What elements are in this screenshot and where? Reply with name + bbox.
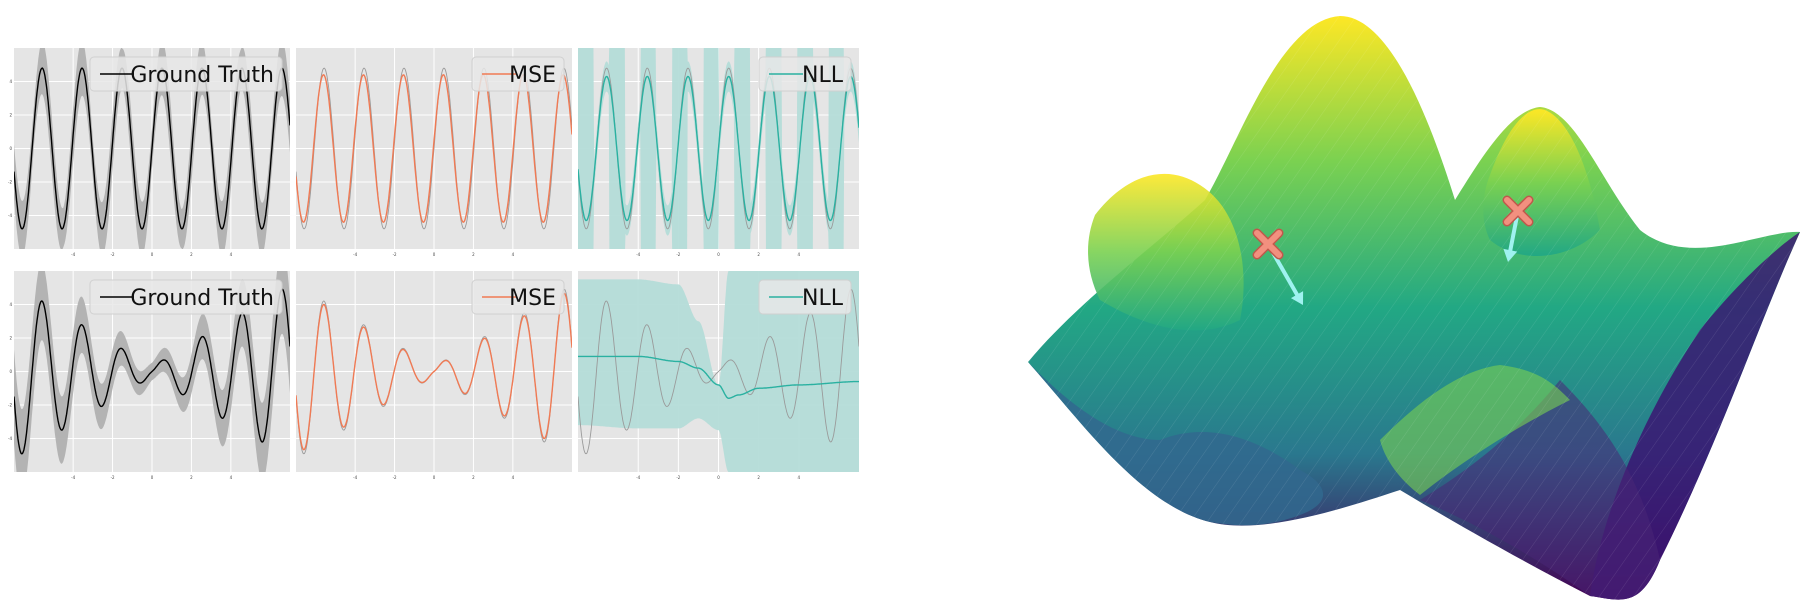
x-tick-label: -2 (676, 252, 680, 257)
x-tick-label: 2 (472, 252, 475, 257)
truth-line (14, 288, 290, 455)
x-tick-label: 2 (472, 475, 475, 480)
line-panels: -4 -2 0 2 4 4 2 0 -2 -4 Ground Truth -4 -2 0 2 4 MSE -4 -2… (8, 48, 859, 480)
legend-label: Ground Truth (130, 286, 274, 311)
panel-bottom-ground-truth: -4 -2 0 2 4 4 2 0 -2 -4 Ground Truth (8, 271, 290, 480)
x-tick-label: 2 (757, 475, 760, 480)
surface-mesh (1028, 16, 1800, 600)
y-tick-label: -2 (8, 180, 12, 185)
legend: Ground Truth (89, 279, 283, 315)
truth-line (578, 288, 859, 455)
x-tick-label: 0 (433, 252, 436, 257)
legend-box (471, 56, 565, 92)
x-tick-label: -2 (111, 475, 115, 480)
prediction-line (578, 355, 859, 399)
legend-label: NLL (802, 63, 844, 88)
x-tick-label: 0 (151, 475, 154, 480)
x-tick-label: -2 (676, 475, 680, 480)
legend-box (89, 279, 283, 315)
x-tick-label: -4 (353, 475, 357, 480)
y-tick-label: 4 (9, 79, 12, 84)
panel-top-ground-truth: -4 -2 0 2 4 4 2 0 -2 -4 Ground Truth (8, 48, 290, 257)
legend: Ground Truth (89, 56, 283, 92)
x-marker (1504, 197, 1532, 225)
x-tick-label: 0 (717, 475, 720, 480)
x-tick-label: 0 (433, 475, 436, 480)
x-tick-label: -4 (636, 475, 640, 480)
legend-label: MSE (509, 63, 556, 88)
y-tick-label: -4 (8, 213, 12, 218)
panel-bottom-nll: -4 -2 0 2 4 NLL (578, 271, 859, 480)
y-tick-label: -2 (8, 403, 12, 408)
x-tick-label: 2 (190, 252, 193, 257)
legend-box (758, 279, 852, 315)
gridlines (296, 48, 572, 249)
uncertainty-band (578, 271, 859, 472)
x-tick-label: -4 (353, 252, 357, 257)
legend-box (758, 56, 852, 92)
legend-label: MSE (509, 286, 556, 311)
y-tick-label: -4 (8, 436, 12, 441)
y-tick-label: 0 (9, 369, 12, 374)
legend-box (471, 279, 565, 315)
x-tick-label: 0 (151, 252, 154, 257)
prediction-line (296, 292, 572, 451)
legend-box (89, 56, 283, 92)
x-tick-label: 4 (512, 252, 515, 257)
gradient-marker (1502, 195, 1534, 262)
panel-bottom-mse: -4 -2 0 2 4 MSE (296, 271, 572, 480)
x-tick-label: -4 (71, 475, 75, 480)
x-tick-label: 0 (717, 252, 720, 257)
arrow-head (1290, 291, 1304, 305)
legend-label: Ground Truth (130, 63, 274, 88)
x-tick-label: 4 (798, 252, 801, 257)
panel-top-mse: -4 -2 0 2 4 MSE (296, 48, 572, 257)
x-tick-label: -2 (393, 252, 397, 257)
x-tick-label: 2 (757, 252, 760, 257)
legend: NLL (758, 279, 852, 315)
x-tick-label: -2 (393, 475, 397, 480)
x-tick-label: 2 (190, 475, 193, 480)
legend: MSE (471, 279, 565, 315)
x-tick-label: -4 (636, 252, 640, 257)
y-tick-label: 2 (9, 113, 12, 118)
legend-label: NLL (802, 286, 844, 311)
x-tick-label: 4 (798, 475, 801, 480)
legend: MSE (471, 56, 565, 92)
x-marker (1254, 230, 1282, 258)
arrow-head (1503, 248, 1518, 262)
y-tick-label: 4 (9, 302, 12, 307)
legend: NLL (758, 56, 852, 92)
gradient-marker (1252, 228, 1304, 305)
x-tick-label: -2 (111, 252, 115, 257)
y-tick-label: 0 (9, 146, 12, 151)
y-tick-label: 2 (9, 336, 12, 341)
x-tick-label: 4 (512, 475, 515, 480)
loss-surface (1028, 16, 1800, 600)
panel-top-nll: -4 -2 0 2 4 NLL (578, 48, 859, 257)
x-tick-label: 4 (230, 252, 233, 257)
x-tick-label: 4 (230, 475, 233, 480)
x-tick-label: -4 (71, 252, 75, 257)
